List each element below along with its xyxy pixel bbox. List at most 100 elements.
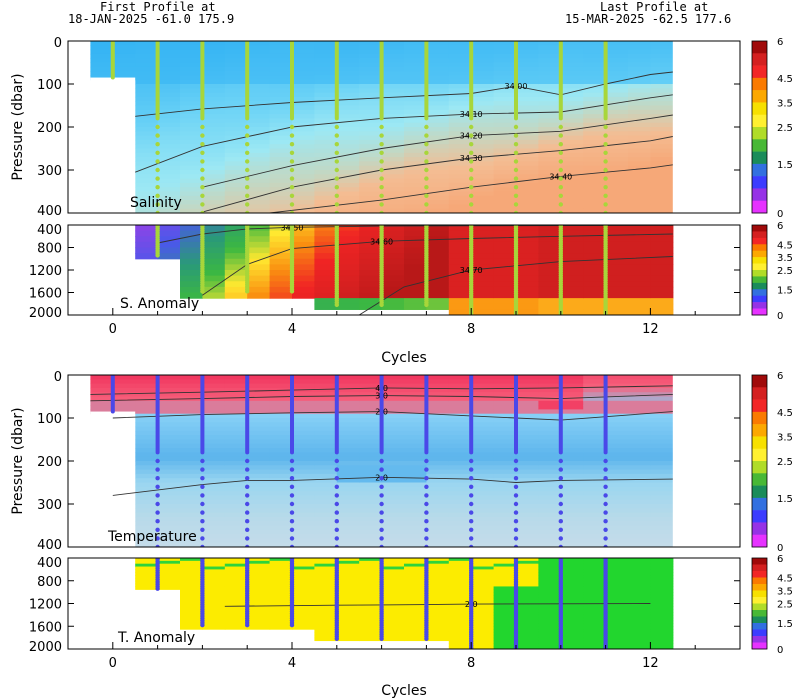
x-tick-label: 4 [288, 322, 296, 337]
profile-point [424, 519, 429, 524]
salinity-anomaly-cell [426, 258, 450, 265]
temperature-anomaly-cell [516, 603, 539, 607]
profile-point [424, 159, 429, 164]
temperature-cell [202, 396, 226, 402]
temperature-anomaly-cell [650, 572, 674, 576]
temperature-anomaly-cell [336, 637, 360, 642]
profile-point [558, 458, 563, 464]
y-tick-label: 300 [37, 164, 62, 179]
salinity-cell [516, 122, 539, 128]
salinity-anomaly-cell [538, 236, 562, 243]
salinity-anomaly-cell [493, 247, 517, 254]
salinity-anomaly-cell [628, 230, 651, 237]
salinity-anomaly-cell [404, 264, 427, 271]
profile-point [424, 193, 429, 198]
temperature-anomaly-cell [202, 626, 226, 630]
temperature-anomaly-cell [314, 586, 338, 590]
colorbar-swatch [752, 642, 767, 650]
profile-point [424, 150, 429, 155]
profile-point [245, 484, 250, 489]
salinity-cell [135, 53, 159, 59]
temperature-anomaly-cell [516, 640, 539, 644]
salinity-cell [426, 135, 450, 141]
temperature-cell [448, 512, 472, 518]
temperature-cell [426, 534, 450, 539]
profile-point [469, 519, 474, 524]
temperature-cell [404, 529, 427, 535]
temperature-cell [314, 443, 338, 449]
salinity-cell [516, 66, 539, 72]
salinity-cell [650, 109, 674, 115]
salinity-cell [605, 127, 629, 132]
temperature-cell [247, 422, 271, 428]
salinity-cell [292, 114, 315, 119]
salinity-cell [292, 45, 315, 51]
profile-point [289, 193, 295, 198]
temperature-cell [224, 525, 248, 531]
temperature-cell [583, 400, 607, 406]
temperature-cell [135, 534, 159, 539]
temperature-anomaly-cell [336, 583, 360, 588]
temperature-cell [516, 491, 539, 496]
salinity-cell [516, 114, 539, 119]
temperature-cell [538, 375, 562, 380]
temperature-cell [404, 482, 427, 488]
temperature-cell [448, 456, 472, 462]
temperature-cell [560, 512, 584, 518]
salinity-cell [583, 96, 607, 102]
salinity-anomaly-cell [471, 281, 495, 288]
temperature-anomaly-cell [583, 592, 607, 596]
profile-point [558, 124, 563, 130]
temperature-cell [247, 405, 271, 410]
salinity-cell [538, 122, 562, 128]
colorbar-tick-label: 3.5 [777, 432, 793, 443]
temperature-anomaly-cell [269, 626, 293, 630]
salinity-cell [224, 178, 248, 184]
temperature-cell [605, 400, 629, 406]
temperature-anomaly-cell [516, 629, 539, 633]
temperature-cell [448, 405, 472, 410]
salinity-anomaly-cell [381, 241, 405, 249]
temperature-anomaly-cell [471, 626, 495, 630]
temperature-cell [605, 495, 629, 501]
salinity-cell [202, 71, 226, 76]
temperature-anomaly-cell [471, 572, 495, 576]
profile-point [379, 124, 384, 130]
temperature-cell [314, 396, 338, 402]
temperature-anomaly-cell [180, 614, 203, 619]
temperature-cell [359, 426, 383, 432]
temperature-cell [605, 516, 629, 522]
temperature-cell [90, 396, 114, 402]
temperature-anomaly-cell [381, 612, 405, 616]
temperature-anomaly-cell [381, 594, 405, 599]
salinity-cell [650, 195, 674, 201]
profile-point [469, 124, 474, 130]
salinity-cell [583, 182, 607, 188]
temperature-cell [135, 375, 159, 380]
salinity-cell [493, 178, 517, 184]
temperature-anomaly-cell [628, 626, 651, 630]
temperature-cell [247, 482, 271, 488]
profile-point [200, 527, 205, 532]
temperature-anomaly-cell [628, 592, 651, 596]
temperature-cell [202, 379, 226, 385]
salinity-anomaly-cell [359, 298, 383, 305]
salinity-cell [404, 118, 427, 124]
salinity-cell [560, 49, 584, 55]
temperature-cell [224, 439, 248, 445]
temperature-cell [650, 396, 674, 402]
temperature-anomaly-cell [404, 560, 427, 565]
salinity-cell [292, 96, 315, 102]
temperature-cell [471, 486, 495, 492]
salinity-anomaly-cell [448, 258, 472, 265]
colorbar-swatch [752, 90, 767, 103]
salinity-cell [538, 204, 562, 210]
salinity-cell [157, 127, 181, 132]
temperature-cell [381, 491, 405, 496]
temperature-anomaly-cell [404, 612, 427, 616]
salinity-cell [650, 96, 674, 102]
salinity-cell [448, 41, 472, 46]
temperature-cell [628, 516, 651, 522]
temperature-anomaly-cell [605, 569, 629, 573]
temperature-anomaly-cell [202, 575, 226, 579]
